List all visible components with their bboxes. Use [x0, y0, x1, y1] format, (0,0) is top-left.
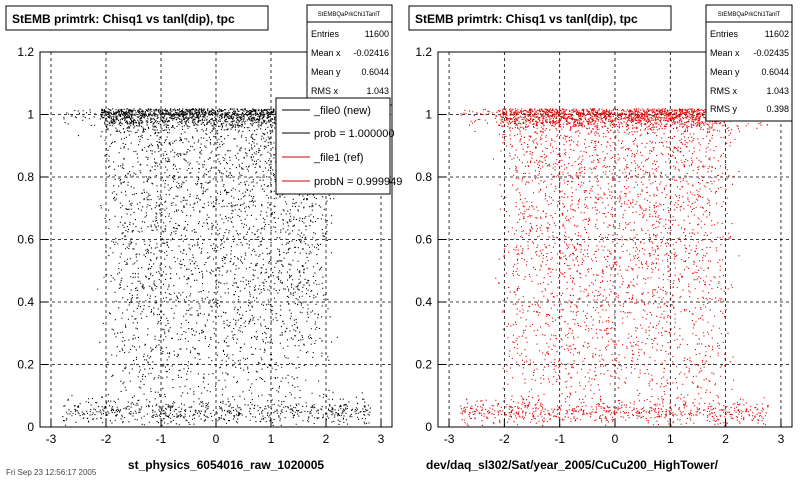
stats-label-entries: Entries: [311, 29, 340, 39]
legend-label-file1: _file1 (ref): [313, 152, 364, 164]
stats-box: StEMBQaPrkChi1TanlT Entries 11600 Mean x…: [306, 4, 393, 106]
x-tick-label: 1: [268, 432, 275, 446]
y-tick-label: 0: [425, 420, 432, 434]
stats-label-rms-x: RMS x: [311, 86, 339, 96]
y-tick-label: 0.2: [17, 358, 34, 372]
y-tick-label: 0.2: [415, 358, 432, 372]
x-axis-ticks: -3 -2 -1 0 1 2 3: [444, 419, 785, 446]
y-tick-label: 0.4: [415, 295, 432, 309]
x-axis-label: st_physics_6054016_raw_1020005: [128, 458, 324, 472]
stats-value-rms-y: 0.398: [766, 104, 789, 114]
legend-label-probn: probN = 0.999949: [314, 176, 402, 188]
panel-left: 0 0.2 0.4 0.6 0.8 1 1.2 -3 -2 -1 0 1 2 3 StEMB primt…: [5, 4, 402, 472]
stats-label-mean-y: Mean y: [710, 67, 740, 77]
stats-label-entries: Entries: [710, 29, 739, 39]
x-tick-label: -3: [444, 432, 455, 446]
stats-value-entries: 11600: [365, 29, 389, 39]
x-tick-label: -2: [499, 432, 510, 446]
x-tick-label: 1: [667, 432, 674, 446]
x-tick-label: -3: [46, 432, 57, 446]
legend-label-prob: prob = 1.000000: [314, 128, 394, 140]
stats-value-entries: 11602: [765, 29, 789, 39]
y-tick-label: 0.8: [415, 170, 432, 184]
y-tick-label: 0.6: [415, 233, 432, 247]
y-axis-ticks: 0 0.2 0.4 0.6 0.8 1 1.2: [415, 45, 446, 434]
scatter-points: [460, 108, 771, 427]
x-tick-label: 3: [778, 432, 785, 446]
y-tick-label: 0: [27, 420, 34, 434]
scatter-marks: [460, 108, 771, 427]
x-tick-label: -1: [554, 432, 565, 446]
y-tick-label: 1.2: [17, 45, 34, 59]
stats-label-mean-x: Mean x: [710, 48, 740, 58]
stats-value-mean-x: -0.02416: [353, 48, 389, 58]
title-box: [408, 5, 672, 31]
x-tick-label: -1: [156, 432, 167, 446]
stats-value-rms-x: 1.043: [366, 86, 389, 96]
stats-name: StEMBQaPrkChi1TanlT: [718, 12, 781, 18]
x-axis-label: dev/daq_sl302/Sat/year_2005/CuCu200_High…: [426, 458, 719, 472]
x-tick-label: -2: [101, 432, 112, 446]
y-tick-label: 1.2: [415, 45, 432, 59]
stats-value-mean-x: -0.02435: [753, 48, 789, 58]
x-tick-label: 0: [213, 432, 220, 446]
x-tick-label: 2: [722, 432, 729, 446]
x-axis-ticks: -3 -2 -1 0 1 2 3: [46, 419, 385, 446]
x-tick-label: 3: [378, 432, 385, 446]
scatter-marks: [62, 108, 372, 427]
y-tick-label: 1: [27, 108, 34, 122]
panel-right: 0 0.2 0.4 0.6 0.8 1 1.2 -3 -2 -1 0 1 2 3 StEMB primt…: [408, 4, 793, 472]
chart-title: StEMB primtrk: Chisq1 vs tanl(dip), tpc: [12, 12, 235, 26]
stats-box: StEMBQaPrkChi1TanlT Entries 11602 Mean x…: [705, 4, 793, 122]
stats-label-mean-x: Mean x: [311, 48, 341, 58]
stats-value-rms-x: 1.043: [766, 86, 789, 96]
stats-value-mean-y: 0.6044: [761, 67, 789, 77]
scatter-points: [62, 108, 372, 427]
legend-label-file0: _file0 (new): [313, 105, 371, 117]
x-tick-label: 2: [323, 432, 330, 446]
stats-value-mean-y: 0.6044: [361, 67, 389, 77]
stats-name: StEMBQaPrkChi1TanlT: [318, 12, 381, 18]
y-tick-label: 1: [425, 108, 432, 122]
y-tick-label: 0.8: [17, 170, 34, 184]
title-box: [5, 5, 269, 31]
chart-title: StEMB primtrk: Chisq1 vs tanl(dip), tpc: [415, 12, 638, 26]
legend-box: _file0 (new) prob = 1.000000 _file1 (ref…: [275, 97, 402, 195]
stats-label-rms-y: RMS y: [710, 104, 738, 114]
y-axis-ticks: 0 0.2 0.4 0.6 0.8 1 1.2: [17, 45, 48, 434]
y-tick-label: 0.6: [17, 233, 34, 247]
y-tick-label: 0.4: [17, 295, 34, 309]
stats-label-rms-x: RMS x: [710, 86, 738, 96]
timestamp-footer: Fri Sep 23 12:56:17 2005: [6, 468, 97, 477]
stats-label-mean-y: Mean y: [311, 67, 341, 77]
x-tick-label: 0: [612, 432, 619, 446]
